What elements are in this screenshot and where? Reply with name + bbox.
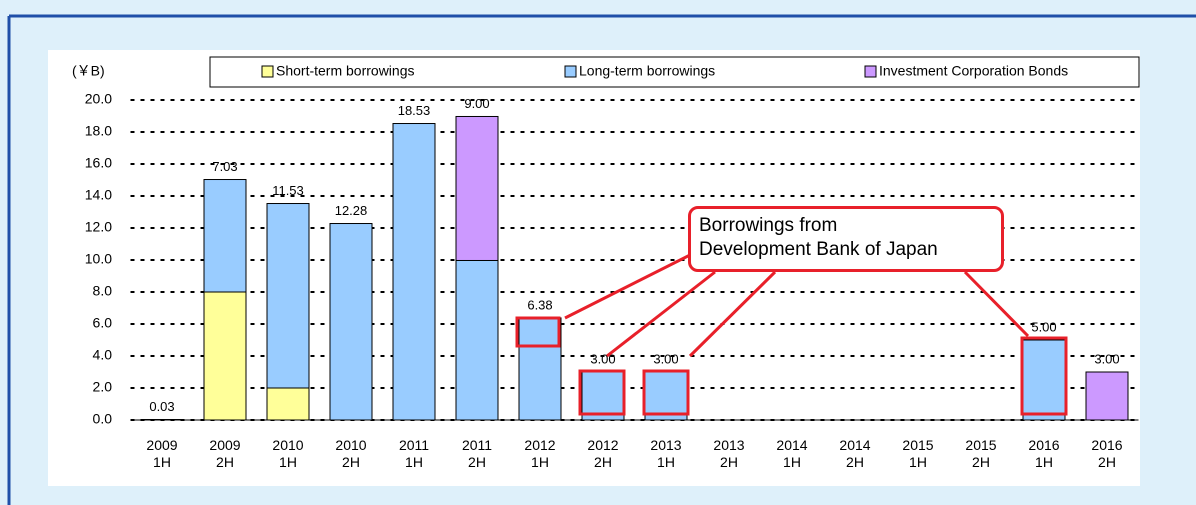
legend-swatch xyxy=(261,65,274,78)
x-tick-label: 2014 1H xyxy=(776,437,808,470)
callout-line: Borrowings from xyxy=(699,215,838,236)
bar-segment xyxy=(203,291,247,421)
legend-label: Long-term borrowings xyxy=(579,63,715,79)
x-tick-label: 2015 1H xyxy=(902,437,934,470)
y-tick-label: 14.0 xyxy=(85,187,112,203)
callout: Borrowings from Development Bank of Japa… xyxy=(688,206,1004,272)
y-tick-label: 10.0 xyxy=(85,251,112,267)
y-unit-label: (￥B) xyxy=(72,63,105,79)
legend-swatch xyxy=(564,65,577,78)
x-tick-label: 2009 2H xyxy=(209,437,241,470)
value-label: 7.03 xyxy=(212,159,237,174)
value-label: 6.38 xyxy=(527,297,552,312)
legend xyxy=(209,56,1140,88)
x-tick-label: 2012 1H xyxy=(524,437,556,470)
value-label: 5.00 xyxy=(1031,319,1056,334)
x-tick-label: 2016 1H xyxy=(1028,437,1060,470)
y-tick-label: 8.0 xyxy=(93,283,113,299)
bar-segment xyxy=(455,259,499,421)
value-label: 3.00 xyxy=(1094,351,1119,366)
bar-segment xyxy=(329,223,373,421)
annotation-shapes xyxy=(515,253,1068,416)
x-tick-label: 2010 1H xyxy=(272,437,304,470)
bar-segment xyxy=(518,317,562,421)
x-tick-label: 2014 2H xyxy=(839,437,871,470)
y-tick-label: 2.0 xyxy=(93,379,113,395)
y-tick-label: 20.0 xyxy=(85,91,112,107)
legend-label: Short-term borrowings xyxy=(276,63,415,79)
bar-segment xyxy=(266,387,310,421)
bar-segment xyxy=(1085,371,1129,421)
y-tick-label: 12.0 xyxy=(85,219,112,235)
y-tick-label: 6.0 xyxy=(93,315,113,331)
x-tick-label: 2012 2H xyxy=(587,437,619,470)
value-label: 12.28 xyxy=(335,203,368,218)
x-tick-label: 2010 2H xyxy=(335,437,367,470)
callout-line: Development Bank of Japan xyxy=(699,239,938,260)
value-label: 3.00 xyxy=(653,351,678,366)
x-tick-label: 2013 1H xyxy=(650,437,682,470)
value-label: 11.53 xyxy=(272,183,304,198)
legend-swatch xyxy=(864,65,877,78)
value-label: 0.03 xyxy=(149,399,174,414)
bar-segment xyxy=(392,123,436,421)
y-tick-label: 0.0 xyxy=(93,411,113,427)
bar-segment xyxy=(1022,339,1066,421)
x-tick-label: 2015 2H xyxy=(965,437,997,470)
bar-segment xyxy=(203,179,247,293)
legend-label: Investment Corporation Bonds xyxy=(879,63,1068,79)
bar-segment xyxy=(266,203,310,389)
y-tick-label: 16.0 xyxy=(85,155,112,171)
value-label: 9.00 xyxy=(464,96,489,111)
x-tick-label: 2013 2H xyxy=(713,437,745,470)
x-tick-label: 2011 2H xyxy=(461,437,493,470)
value-label: 18.53 xyxy=(398,103,431,118)
y-tick-label: 18.0 xyxy=(85,123,112,139)
bar-segment xyxy=(455,115,499,261)
x-tick-label: 2011 1H xyxy=(398,437,430,470)
x-tick-label: 2009 1H xyxy=(146,437,178,470)
y-tick-label: 4.0 xyxy=(93,347,113,363)
x-tick-label: 2016 2H xyxy=(1091,437,1123,470)
